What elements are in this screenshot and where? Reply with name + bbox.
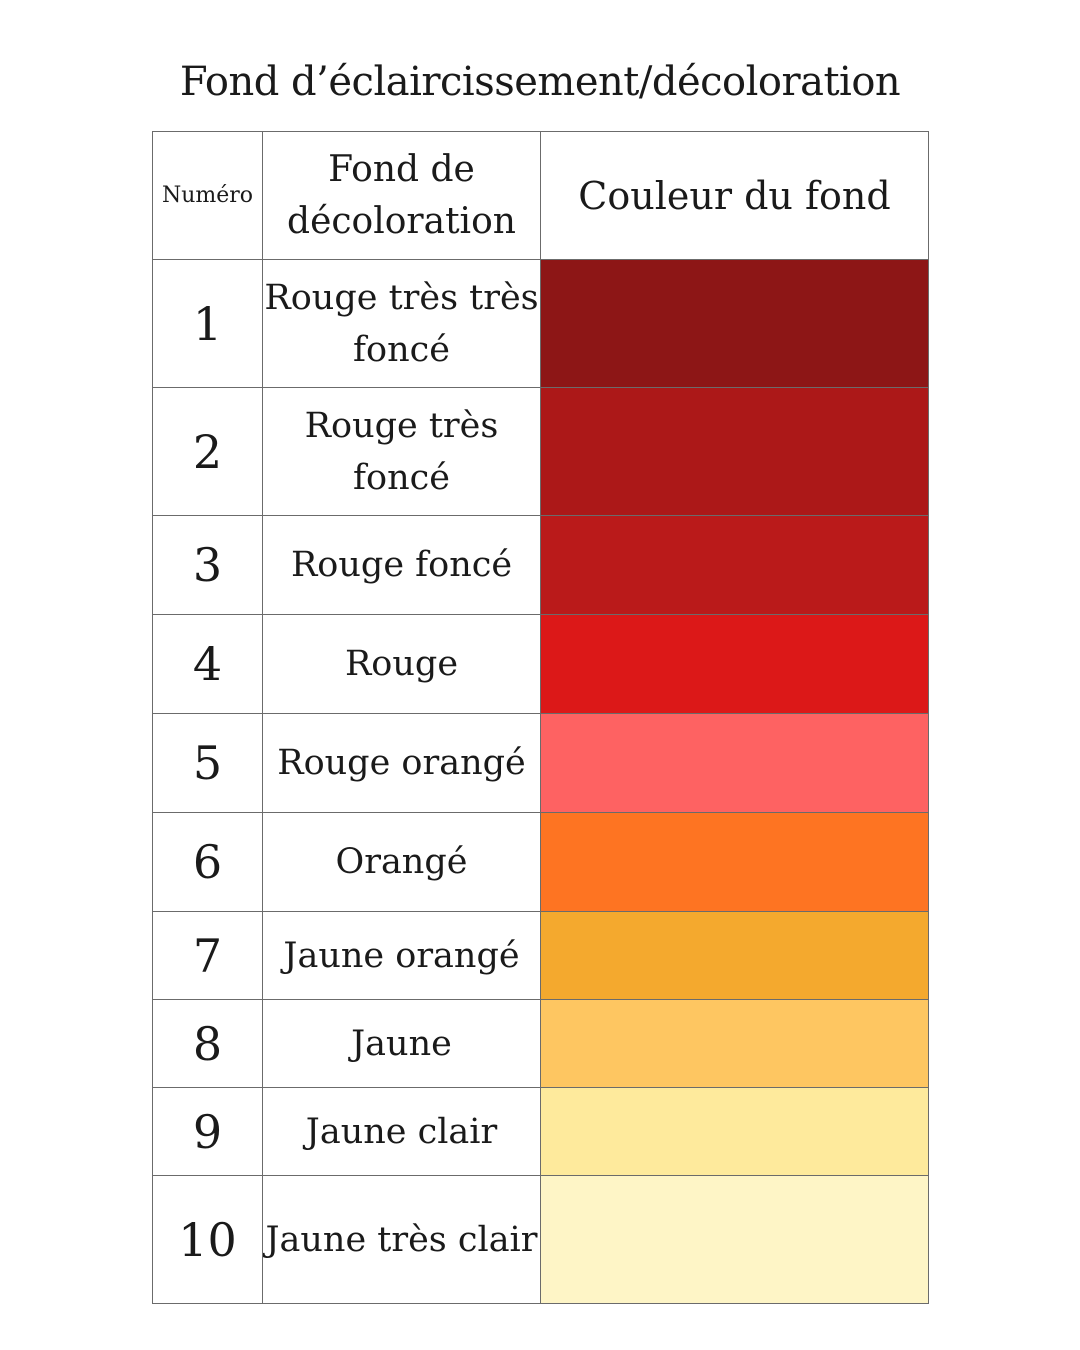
color-swatch: [540, 614, 929, 714]
color-swatch: [540, 259, 929, 388]
row-number: 6: [152, 812, 263, 912]
row-number: 1: [152, 259, 263, 388]
color-chart-table: Numéro Fond de décoloration Couleur du f…: [152, 131, 929, 1304]
row-name: Rouge très très foncé: [262, 259, 541, 388]
row-name: Rouge: [262, 614, 541, 714]
table-row: 4 Rouge: [152, 614, 929, 714]
row-name: Rouge très foncé: [262, 387, 541, 516]
color-swatch: [540, 1175, 929, 1304]
table-row: 8 Jaune: [152, 999, 929, 1088]
row-name: Rouge orangé: [262, 713, 541, 813]
row-number: 8: [152, 999, 263, 1088]
row-number: 5: [152, 713, 263, 813]
table-row: 7 Jaune orangé: [152, 911, 929, 1000]
header-row: Numéro Fond de décoloration Couleur du f…: [152, 131, 929, 260]
row-number: 4: [152, 614, 263, 714]
row-number: 3: [152, 515, 263, 615]
page-title: Fond d’éclaircissement/décoloration: [179, 59, 901, 105]
color-swatch: [540, 999, 929, 1088]
table-row: 3 Rouge foncé: [152, 515, 929, 615]
row-number: 2: [152, 387, 263, 516]
color-swatch: [540, 515, 929, 615]
row-number: 9: [152, 1087, 263, 1176]
color-swatch: [540, 1087, 929, 1176]
table-row: 5 Rouge orangé: [152, 713, 929, 813]
table-row: 1 Rouge très très foncé: [152, 259, 929, 388]
header-color: Couleur du fond: [540, 131, 929, 260]
row-name: Jaune: [262, 999, 541, 1088]
row-number: 10: [152, 1175, 263, 1304]
header-number: Numéro: [152, 131, 263, 260]
table-row: 9 Jaune clair: [152, 1087, 929, 1176]
table-row: 6 Orangé: [152, 812, 929, 912]
color-swatch: [540, 713, 929, 813]
row-name: Jaune très clair: [262, 1175, 541, 1304]
row-name: Jaune clair: [262, 1087, 541, 1176]
header-background: Fond de décoloration: [262, 131, 541, 260]
color-swatch: [540, 911, 929, 1000]
row-name: Orangé: [262, 812, 541, 912]
table-row: 2 Rouge très foncé: [152, 387, 929, 516]
row-name: Jaune orangé: [262, 911, 541, 1000]
color-swatch: [540, 812, 929, 912]
color-swatch: [540, 387, 929, 516]
row-name: Rouge foncé: [262, 515, 541, 615]
row-number: 7: [152, 911, 263, 1000]
table-row: 10 Jaune très clair: [152, 1175, 929, 1304]
